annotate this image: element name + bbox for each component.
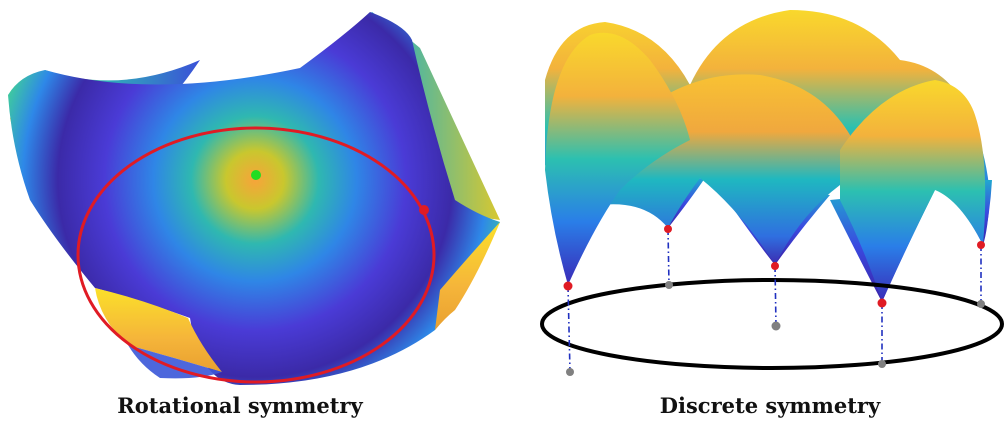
surface-right-lobe bbox=[840, 80, 986, 302]
minimum-point-5 bbox=[977, 241, 985, 249]
base-ring bbox=[540, 278, 1004, 370]
minimum-ring bbox=[76, 126, 436, 384]
minimum-point-1 bbox=[563, 281, 573, 291]
drop-line-1 bbox=[567, 285, 571, 373]
bowl-surface bbox=[8, 12, 500, 385]
discrete-symmetry-panel bbox=[540, 10, 1004, 376]
caption-rotational-symmetry: Rotational symmetry bbox=[117, 393, 363, 418]
drop-line-3 bbox=[774, 265, 777, 327]
base-point-1 bbox=[566, 368, 574, 376]
base-point-4 bbox=[878, 360, 886, 368]
bowl-front-shadow bbox=[128, 345, 222, 379]
bowl-front-flap bbox=[95, 288, 222, 372]
rotational-symmetry-panel bbox=[8, 12, 500, 385]
base-point-2 bbox=[665, 281, 673, 289]
minimum-point-3 bbox=[771, 262, 779, 270]
drop-line-2 bbox=[667, 228, 670, 286]
drop-lines bbox=[567, 228, 982, 373]
base-point-5 bbox=[977, 300, 985, 308]
minimum-point-4 bbox=[877, 298, 887, 308]
minimum-point-2 bbox=[664, 225, 672, 233]
ring-point bbox=[419, 205, 429, 215]
bowl-edge-lower-right bbox=[435, 222, 500, 330]
surface-left-lobe bbox=[545, 32, 690, 286]
maximum-point bbox=[251, 170, 261, 180]
caption-discrete-symmetry: Discrete symmetry bbox=[659, 393, 881, 418]
base-point-3 bbox=[771, 321, 781, 331]
